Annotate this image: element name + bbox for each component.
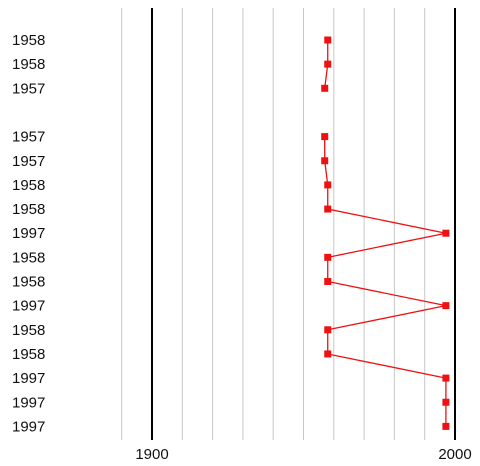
data-point-marker [324, 278, 332, 285]
row-label: 1997 [12, 298, 45, 315]
series-line [324, 40, 447, 427]
data-point-marker [324, 60, 332, 68]
data-point-marker [324, 253, 332, 261]
data-point-marker [442, 374, 450, 382]
row-label: 1997 [12, 225, 45, 242]
x-tick-labels: 1900 2000 [135, 446, 471, 463]
row-label: 1958 [12, 32, 45, 49]
data-point-marker [321, 84, 329, 92]
row-label: 1958 [12, 249, 45, 266]
data-point-marker [321, 157, 329, 165]
series-segment [324, 136, 447, 427]
data-point-marker [442, 302, 450, 310]
data-point-marker [442, 398, 450, 406]
row-label: 1957 [12, 129, 45, 146]
row-label: 1958 [12, 346, 45, 363]
row-label: 1958 [12, 201, 45, 218]
data-point-marker [324, 36, 332, 44]
data-point-marker [324, 181, 332, 189]
data-point-marker [324, 350, 332, 358]
row-label: 1997 [12, 418, 45, 435]
grid-lines [121, 8, 456, 440]
data-point-marker [442, 422, 450, 430]
row-label: 1957 [12, 153, 45, 170]
row-label: 1958 [12, 322, 45, 339]
row-label: 1958 [12, 274, 45, 291]
row-label: 1997 [12, 394, 45, 411]
row-label: 1958 [12, 177, 45, 194]
row-label: 1958 [12, 56, 45, 73]
data-point-marker [324, 205, 332, 213]
data-point-marker [442, 229, 450, 237]
row-label: 1957 [12, 80, 45, 97]
row-label: 1997 [12, 370, 45, 387]
series-markers [321, 36, 450, 430]
x-tick-label: 2000 [438, 446, 471, 463]
x-tick-label: 1900 [135, 446, 168, 463]
row-labels: 1958 1958 1957 1957 1957 1958 1958 1997 1958 1958… [12, 32, 45, 435]
data-point-marker [324, 326, 332, 334]
data-point-marker [321, 133, 329, 141]
